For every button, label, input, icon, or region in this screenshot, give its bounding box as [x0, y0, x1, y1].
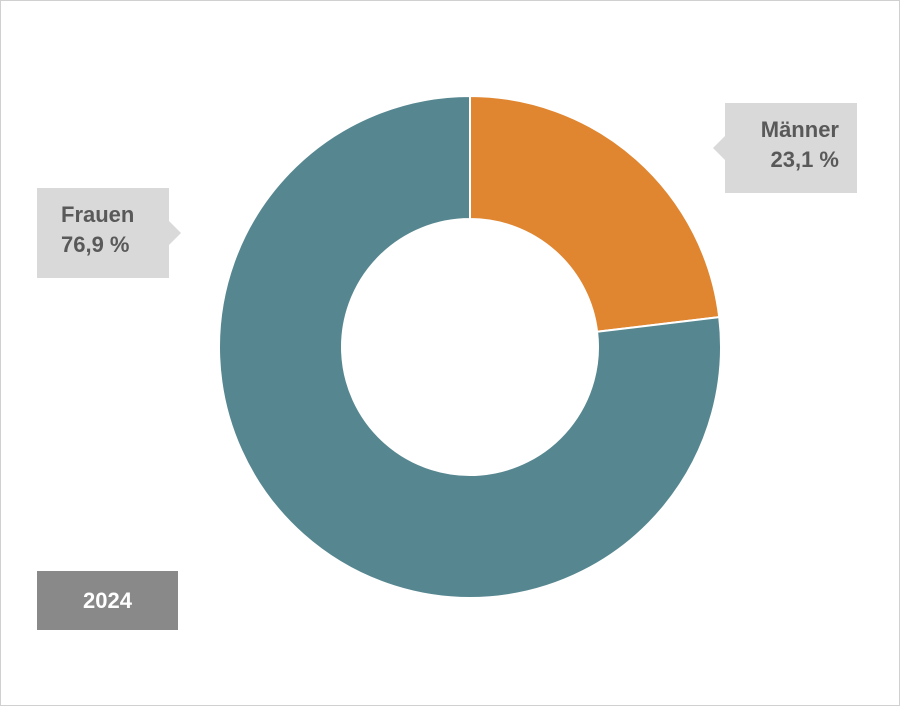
- data-label-frauen: Frauen 76,9 %: [37, 188, 181, 278]
- donut-slice-frauen: [218, 94, 722, 599]
- data-label-maenner: Männer 23,1 %: [713, 103, 857, 193]
- year-badge: 2024: [37, 571, 178, 630]
- data-label-frauen-value: 76,9 %: [61, 232, 130, 257]
- donut-slice-maenner: [469, 94, 721, 333]
- data-label-maenner-category: Männer: [760, 117, 839, 142]
- callout-pointer: [713, 136, 725, 160]
- data-label-maenner-value: 23,1 %: [770, 147, 840, 172]
- callout-pointer: [169, 221, 181, 245]
- data-label-frauen-category: Frauen: [61, 202, 135, 227]
